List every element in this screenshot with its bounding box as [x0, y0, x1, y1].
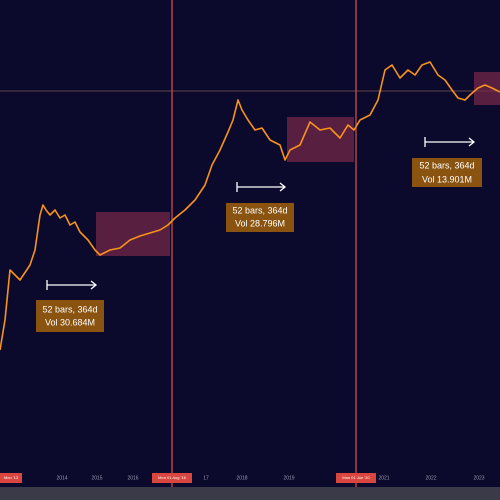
- measure-volume: Vol 30.684M: [45, 317, 95, 327]
- measure-volume: Vol 28.796M: [235, 218, 285, 228]
- measure-range: 52 bars, 364d: [232, 205, 287, 215]
- marker-label-bg: [152, 473, 192, 483]
- measure-arrow: [46, 137, 476, 290]
- x-tick-label: 2023: [473, 475, 484, 481]
- measure-range: 52 bars, 364d: [419, 160, 474, 170]
- x-axis: 2014 2015 2016 17 2018 2019 2021 2022 2023: [56, 475, 484, 481]
- scrollbar: [0, 487, 500, 500]
- marker-label: Mon 01 Jun '20: [342, 475, 370, 480]
- x-tick-label: 2021: [378, 475, 389, 481]
- x-tick-label: 2015: [91, 475, 102, 481]
- measure-box: [36, 300, 104, 332]
- marker-label-bg: [0, 473, 22, 483]
- x-tick-label: 2014: [56, 475, 67, 481]
- marker-label: Mon '13: [4, 475, 19, 480]
- measure-box: [226, 203, 294, 232]
- measure-volume: Vol 13.901M: [422, 174, 472, 184]
- price-line: [0, 61, 500, 351]
- x-tick-label: 2016: [127, 475, 138, 481]
- x-tick-label: 2018: [236, 475, 247, 481]
- range-box: [287, 117, 354, 162]
- range-box: [96, 212, 170, 256]
- marker-label-bg: [336, 473, 376, 483]
- x-tick-label: 17: [203, 475, 209, 481]
- measure-range: 52 bars, 364d: [42, 304, 97, 314]
- measure-box: [412, 158, 482, 187]
- marker-label: Mon 01 Aug '16: [158, 475, 186, 480]
- x-tick-label: 2019: [283, 475, 294, 481]
- x-tick-label: 2022: [425, 475, 436, 481]
